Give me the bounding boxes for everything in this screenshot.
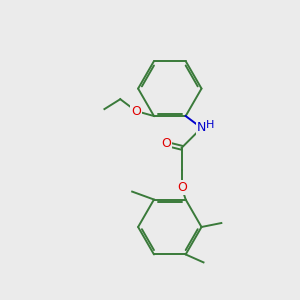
Text: O: O: [177, 181, 187, 194]
Text: O: O: [161, 137, 171, 150]
Text: H: H: [206, 120, 214, 130]
Text: O: O: [131, 105, 141, 118]
Text: N: N: [197, 122, 206, 134]
